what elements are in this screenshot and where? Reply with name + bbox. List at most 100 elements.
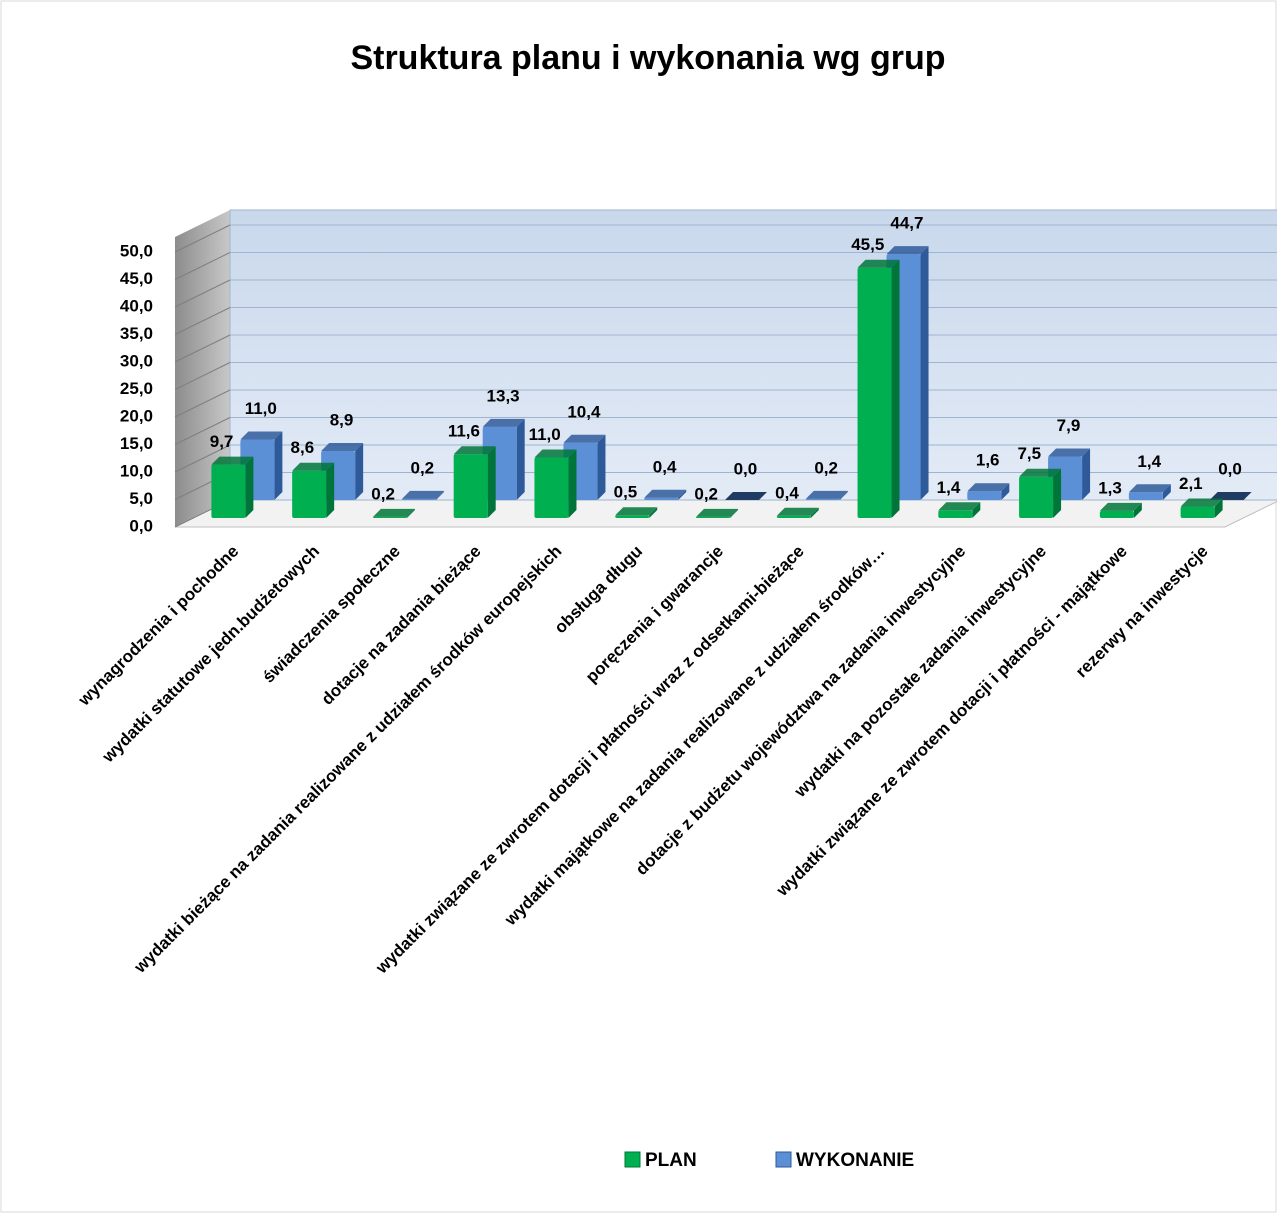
bar bbox=[615, 515, 650, 518]
y-tick-label: 45,0 bbox=[120, 269, 153, 288]
chart-title: Struktura planu i wykonania wg grup bbox=[350, 39, 945, 77]
bar-side bbox=[649, 507, 658, 518]
bar-side bbox=[810, 507, 819, 518]
bar-side bbox=[516, 418, 525, 500]
value-label: 13,3 bbox=[487, 386, 520, 405]
bar-side bbox=[1053, 468, 1062, 518]
grid-line bbox=[174, 252, 231, 280]
value-label: 2,1 bbox=[1179, 474, 1203, 493]
value-label: 0,2 bbox=[411, 458, 435, 477]
value-label: 0,2 bbox=[814, 458, 838, 477]
value-label: 0,0 bbox=[734, 459, 758, 478]
bar bbox=[644, 497, 679, 500]
bar-top bbox=[534, 449, 577, 458]
bar bbox=[534, 457, 569, 518]
grid-line bbox=[174, 444, 231, 473]
bar-top bbox=[1099, 502, 1142, 511]
bar-top bbox=[372, 508, 415, 517]
legend-label: WYKONANIE bbox=[796, 1150, 914, 1171]
bar bbox=[211, 464, 246, 518]
bar-top bbox=[967, 483, 1010, 492]
bar bbox=[292, 470, 327, 518]
grid-line bbox=[174, 417, 231, 445]
legend-swatch bbox=[775, 1151, 792, 1168]
bar-top bbox=[1209, 492, 1252, 500]
value-label: 11,0 bbox=[529, 425, 561, 444]
bar-top bbox=[240, 431, 283, 440]
bar-side bbox=[568, 449, 577, 518]
bar bbox=[1019, 476, 1054, 518]
bar-side bbox=[435, 490, 444, 500]
value-label: 11,0 bbox=[245, 399, 277, 418]
bar-top bbox=[401, 490, 444, 499]
bar-side bbox=[730, 508, 738, 518]
legend-swatch bbox=[624, 1151, 641, 1168]
bar bbox=[938, 510, 973, 518]
value-label: 0,5 bbox=[614, 483, 638, 502]
bar bbox=[1128, 492, 1163, 500]
grid-line bbox=[174, 224, 231, 253]
value-label: 1,3 bbox=[1098, 478, 1122, 497]
left-wall bbox=[175, 210, 230, 527]
y-tick-label: 35,0 bbox=[120, 324, 153, 343]
value-label: 0,0 bbox=[1218, 459, 1242, 478]
bar bbox=[967, 491, 1002, 500]
bar-top bbox=[453, 446, 496, 455]
bar-top bbox=[482, 418, 525, 427]
value-label: 0,2 bbox=[694, 484, 718, 503]
bar-top bbox=[857, 259, 900, 268]
bar-side bbox=[1133, 502, 1142, 518]
bar-side bbox=[406, 508, 415, 518]
bar-top bbox=[1019, 468, 1062, 477]
value-label: 45,5 bbox=[851, 235, 884, 254]
back-wall bbox=[229, 209, 1277, 501]
value-label: 8,9 bbox=[330, 411, 354, 430]
bar-top bbox=[938, 502, 981, 511]
bar-top bbox=[292, 462, 335, 471]
bar-top bbox=[563, 434, 606, 443]
y-tick-label: 40,0 bbox=[120, 296, 153, 315]
bar-side bbox=[1162, 484, 1171, 500]
value-label: 8,6 bbox=[291, 438, 315, 457]
bar bbox=[1180, 506, 1215, 518]
bar bbox=[1099, 510, 1134, 518]
bar-side bbox=[1082, 448, 1091, 500]
y-tick-label: 10,0 bbox=[120, 461, 153, 480]
value-label: 7,9 bbox=[1057, 416, 1081, 435]
bar-side bbox=[678, 489, 687, 500]
value-label: 44,7 bbox=[890, 214, 923, 233]
grid-line bbox=[174, 334, 231, 363]
y-tick-label: 0,0 bbox=[129, 516, 153, 535]
bar-top bbox=[696, 508, 738, 517]
bar bbox=[805, 498, 840, 500]
value-label: 1,6 bbox=[976, 451, 1000, 470]
bar-top bbox=[776, 507, 819, 516]
bar-side bbox=[972, 502, 981, 518]
grid-line bbox=[174, 279, 231, 308]
bar-side bbox=[920, 246, 929, 500]
bar bbox=[372, 516, 407, 518]
y-tick-label: 30,0 bbox=[120, 351, 153, 370]
bar-side bbox=[597, 434, 606, 500]
grid-line bbox=[174, 362, 231, 390]
bar-top bbox=[615, 507, 658, 516]
grid-line bbox=[174, 307, 231, 335]
y-tick-label: 50,0 bbox=[120, 241, 153, 260]
bar-top bbox=[1180, 498, 1223, 507]
bar-top bbox=[805, 490, 848, 499]
bar bbox=[401, 498, 436, 500]
bar-side bbox=[839, 490, 848, 500]
bar-side bbox=[355, 443, 364, 500]
y-tick-label: 25,0 bbox=[120, 379, 153, 398]
bar-side bbox=[1001, 483, 1010, 500]
value-label: 9,7 bbox=[210, 432, 234, 451]
value-label: 1,4 bbox=[937, 478, 961, 497]
y-tick-label: 5,0 bbox=[129, 489, 153, 508]
bar-side bbox=[274, 431, 283, 500]
bar-top bbox=[886, 246, 929, 255]
bar-side bbox=[1214, 498, 1223, 518]
value-label: 11,6 bbox=[448, 422, 480, 441]
value-label: 10,4 bbox=[567, 402, 601, 421]
